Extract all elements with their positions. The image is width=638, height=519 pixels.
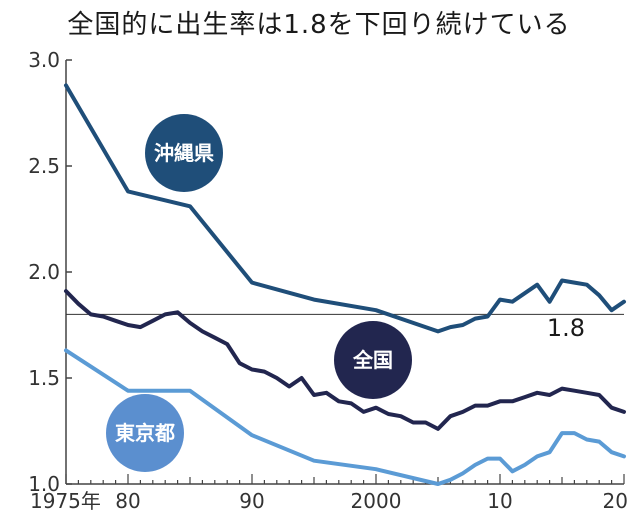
- x-tick-label: 80: [115, 489, 140, 513]
- legend-bubble-tokyo-label: 東京都: [115, 421, 175, 445]
- y-tick-label: 3.0: [28, 48, 60, 72]
- y-tick-label: 1.0: [28, 472, 60, 496]
- chart-title: 全国的に出生率は1.8を下回り続けている: [67, 10, 571, 40]
- legend-bubble-national: [334, 321, 412, 399]
- x-tick-label: 10: [487, 489, 512, 513]
- reference-line-label: 1.8: [547, 314, 585, 342]
- legend-bubble-okinawa: [145, 114, 223, 192]
- series-line-tokyo: [64, 348, 626, 486]
- legend-bubble-tokyo: [106, 394, 184, 472]
- y-tick-label: 1.5: [28, 366, 60, 390]
- x-tick-label: 2000: [351, 489, 402, 513]
- x-tick-label: 1975年: [30, 489, 101, 513]
- x-tick-label: 90: [239, 489, 264, 513]
- legend-bubble-national-label: 全国: [352, 348, 393, 372]
- x-tick-label: 20: [603, 489, 628, 513]
- series-line-national: [64, 289, 626, 431]
- legend-bubble-okinawa-label: 沖縄県: [154, 141, 214, 165]
- y-tick-label: 2.0: [28, 260, 60, 284]
- y-tick-label: 2.5: [28, 154, 60, 178]
- series-line-okinawa: [64, 83, 626, 334]
